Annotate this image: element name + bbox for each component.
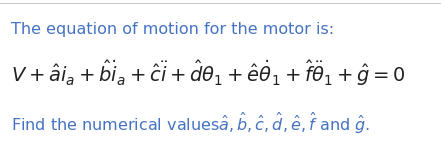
- Text: The equation of motion for the motor is:: The equation of motion for the motor is:: [11, 22, 334, 37]
- Text: $\mathrm{Find\ the\ numerical\ values}\hat{a}, \hat{b}, \hat{c}, \hat{d}, \hat{e: $\mathrm{Find\ the\ numerical\ values}\h…: [11, 111, 370, 136]
- Text: $V + \hat{a}i_a + \hat{b}\dot{i}_a + \hat{c}\ddot{i} + \hat{d}\theta_1 + \hat{e}: $V + \hat{a}i_a + \hat{b}\dot{i}_a + \ha…: [11, 59, 406, 88]
